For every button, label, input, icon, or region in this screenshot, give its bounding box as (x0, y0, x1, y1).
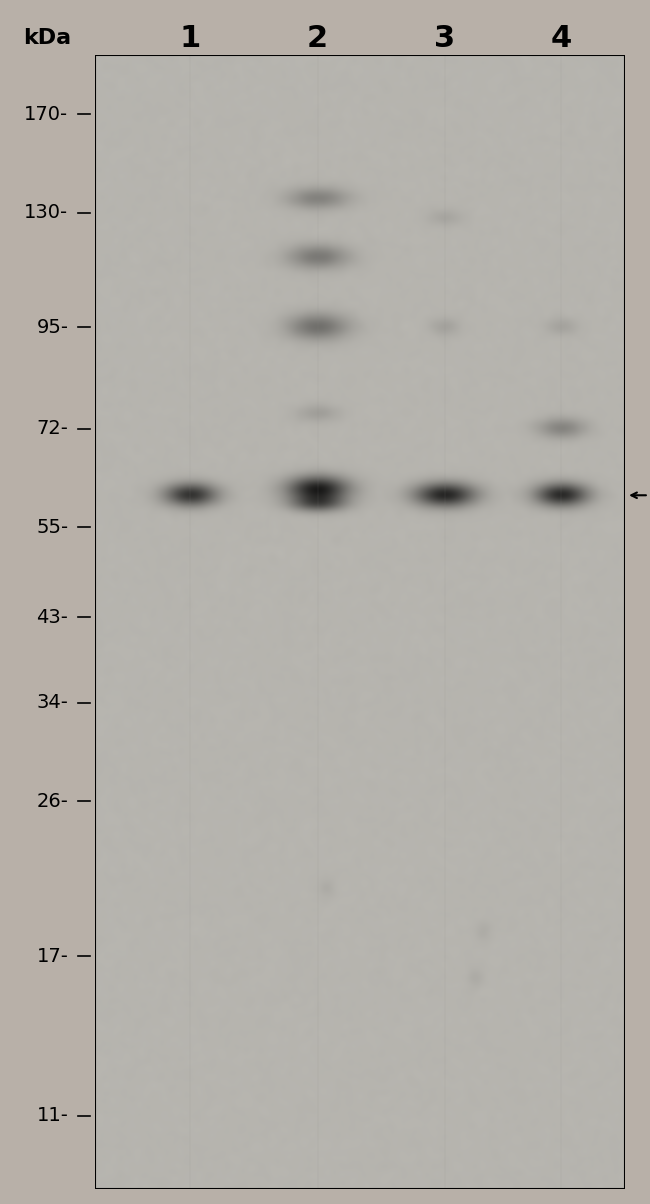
Text: kDa: kDa (23, 29, 72, 48)
Text: 34-: 34- (36, 694, 68, 713)
Text: 17-: 17- (36, 946, 68, 966)
Text: 55-: 55- (36, 518, 68, 537)
Text: 11-: 11- (36, 1106, 68, 1125)
Text: 2: 2 (307, 24, 328, 53)
Text: 130-: 130- (24, 203, 68, 222)
Text: 170-: 170- (24, 105, 68, 124)
Text: 43-: 43- (36, 608, 68, 626)
Text: 1: 1 (180, 24, 201, 53)
Text: 3: 3 (434, 24, 456, 53)
Text: 95-: 95- (36, 318, 68, 337)
Text: 72-: 72- (36, 419, 68, 438)
Text: 26-: 26- (36, 791, 68, 810)
Text: 4: 4 (551, 24, 572, 53)
